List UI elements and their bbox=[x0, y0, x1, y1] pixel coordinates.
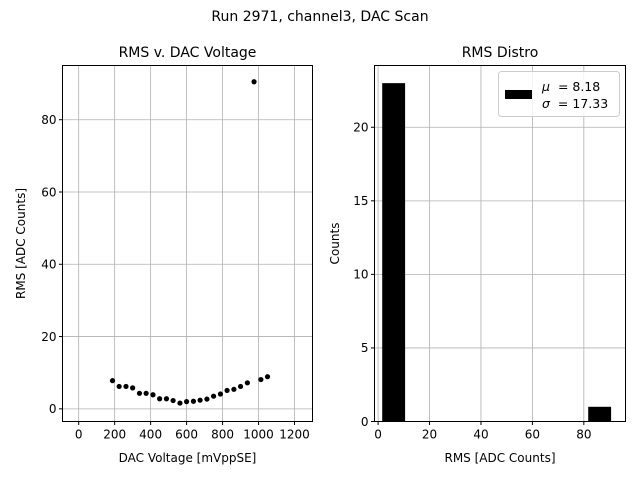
scatter-point bbox=[190, 398, 197, 404]
ax1-x-tick-label: 200 bbox=[103, 428, 126, 442]
legend-mu: μ = 8.18 bbox=[541, 79, 600, 94]
histogram-x-ticks: 0 20 40 60 80 bbox=[374, 421, 591, 442]
scatter-title: RMS v. DAC Voltage bbox=[119, 45, 257, 61]
scatter-point bbox=[251, 79, 257, 85]
ax2-x-tick-label: 80 bbox=[576, 428, 591, 442]
ax2-x-tick-label: 60 bbox=[525, 428, 540, 442]
ax1-x-tick-label: 600 bbox=[175, 428, 198, 442]
legend-swatch bbox=[505, 90, 532, 99]
histogram-x-label: RMS [ADC Counts] bbox=[444, 451, 555, 465]
histogram-legend: μ = 8.18 σ = 17.33 bbox=[498, 71, 620, 117]
ax1-x-tick-label: 400 bbox=[139, 428, 162, 442]
legend-sigma-symbol: σ bbox=[542, 96, 551, 111]
scatter-axes: RMS v. DAC Voltage 0 200 400 600 800 1000 1200… bbox=[14, 45, 313, 465]
scatter-point bbox=[143, 390, 149, 396]
histogram-axes: RMS Distro 0 20 40 60 80 0 5 10 15 20 RMS [ADC C… bbox=[328, 45, 626, 465]
scatter-point bbox=[157, 396, 163, 402]
scatter-point bbox=[217, 391, 224, 397]
scatter-point bbox=[244, 380, 250, 386]
scatter-point bbox=[204, 396, 210, 402]
scatter-point bbox=[116, 383, 122, 390]
ax1-x-tick-label: 1000 bbox=[243, 428, 274, 442]
scatter-point bbox=[197, 397, 203, 403]
ax2-y-tick-label: 20 bbox=[353, 121, 368, 135]
histogram-bars bbox=[382, 83, 612, 422]
ax2-x-tick-label: 40 bbox=[473, 428, 488, 442]
scatter-point bbox=[224, 387, 230, 394]
legend-sigma-value: = 17.33 bbox=[558, 96, 608, 111]
histogram-title: RMS Distro bbox=[462, 45, 539, 61]
ax2-y-tick-label: 15 bbox=[353, 194, 368, 208]
histogram-frame bbox=[374, 65, 626, 422]
scatter-point bbox=[150, 392, 156, 398]
scatter-point bbox=[264, 374, 271, 380]
scatter-point bbox=[210, 393, 217, 399]
legend-mu-symbol: μ bbox=[541, 79, 550, 94]
ax2-y-tick-label: 10 bbox=[353, 268, 368, 282]
scatter-point bbox=[231, 386, 237, 392]
ax2-x-tick-label: 20 bbox=[422, 428, 437, 442]
scatter-point bbox=[136, 390, 143, 396]
scatter-y-label: RMS [ADC Counts] bbox=[14, 188, 28, 299]
scatter-point bbox=[123, 383, 129, 390]
legend-mu-value: = 8.18 bbox=[558, 79, 600, 94]
ax1-y-tick-label: 80 bbox=[41, 113, 56, 127]
ax1-y-tick-label: 0 bbox=[49, 402, 57, 416]
ax1-x-tick-label: 0 bbox=[75, 428, 83, 442]
scatter-point bbox=[237, 383, 244, 390]
histogram-grid bbox=[374, 65, 626, 422]
scatter-frame bbox=[62, 65, 313, 422]
histogram-bar bbox=[588, 406, 612, 422]
scatter-grid bbox=[62, 65, 313, 422]
legend-sigma: σ = 17.33 bbox=[542, 96, 608, 111]
histogram-y-ticks: 0 5 10 15 20 bbox=[353, 121, 375, 429]
ax1-y-tick-label: 60 bbox=[41, 185, 56, 199]
scatter-point bbox=[163, 396, 170, 402]
scatter-point bbox=[170, 397, 176, 404]
ax2-x-tick-label: 0 bbox=[374, 428, 382, 442]
scatter-point bbox=[177, 400, 183, 406]
figure-suptitle: Run 2971, channel3, DAC Scan bbox=[211, 9, 428, 25]
scatter-points bbox=[109, 79, 271, 406]
scatter-x-label: DAC Voltage [mVppSE] bbox=[119, 451, 257, 465]
histogram-bar bbox=[382, 83, 406, 422]
scatter-point bbox=[258, 376, 264, 383]
scatter-y-ticks: 0 20 40 60 80 bbox=[41, 113, 63, 416]
ax1-y-tick-label: 20 bbox=[41, 330, 56, 344]
scatter-point bbox=[130, 385, 136, 391]
histogram-y-label: Counts bbox=[328, 223, 342, 265]
ax2-y-tick-label: 0 bbox=[361, 415, 369, 429]
ax2-y-tick-label: 5 bbox=[361, 341, 369, 355]
ax1-y-tick-label: 40 bbox=[41, 258, 56, 272]
scatter-point bbox=[184, 399, 190, 405]
scatter-x-ticks: 0 200 400 600 800 1000 1200 bbox=[75, 421, 310, 442]
ax1-x-tick-label: 800 bbox=[211, 428, 234, 442]
ax1-x-tick-label: 1200 bbox=[279, 428, 310, 442]
legend-box bbox=[498, 71, 620, 117]
scatter-point bbox=[109, 378, 116, 384]
